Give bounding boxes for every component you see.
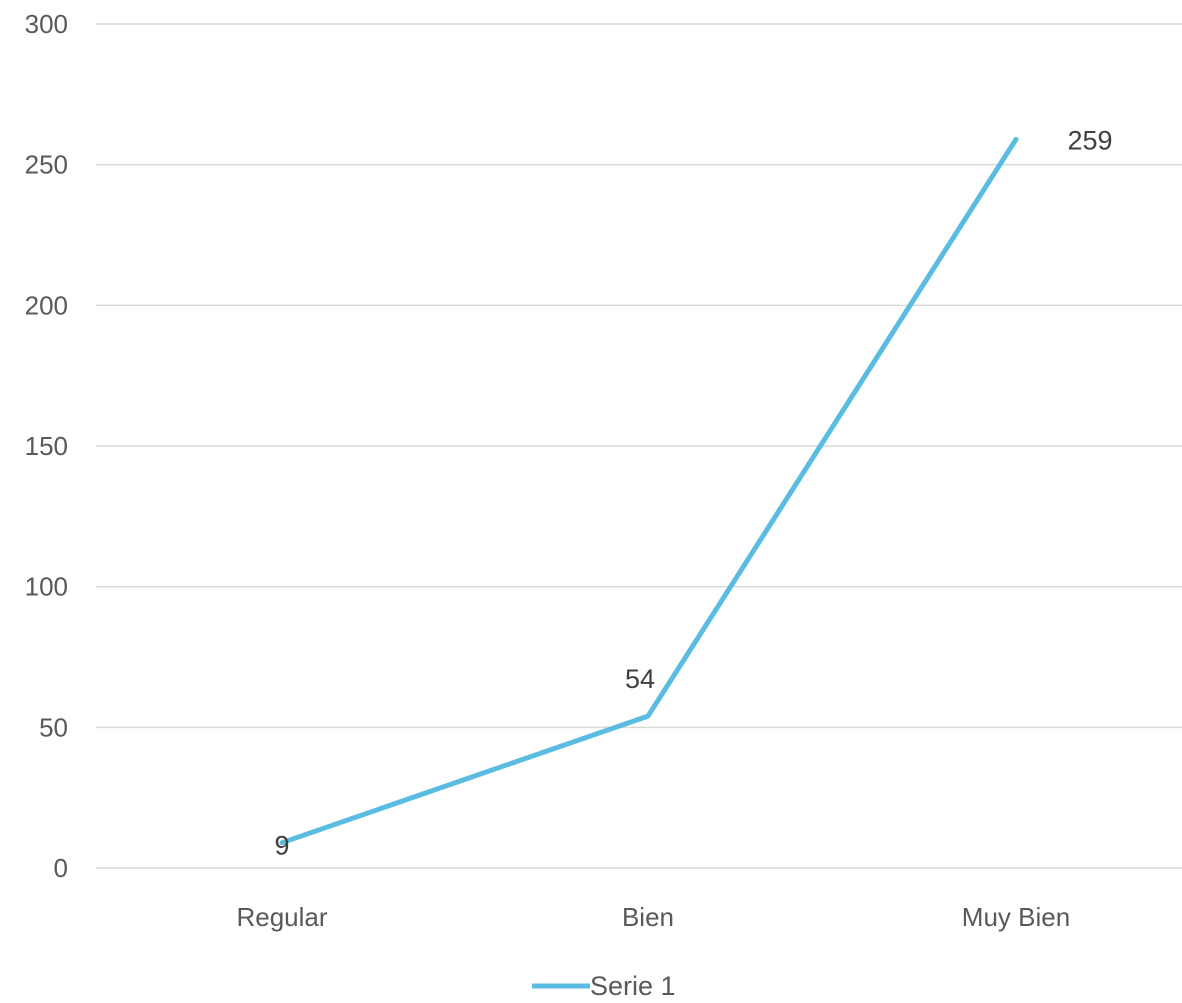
- legend-label-serie-1: Serie 1: [590, 971, 676, 1001]
- legend: Serie 1: [532, 971, 676, 1001]
- x-tick-label: Regular: [236, 902, 327, 932]
- y-tick-label: 0: [54, 853, 68, 883]
- y-tick-label: 50: [39, 712, 68, 742]
- x-axis-tick-labels: Regular Bien Muy Bien: [236, 902, 1070, 932]
- data-label: 259: [1067, 125, 1112, 155]
- y-tick-label: 200: [25, 290, 68, 320]
- series-lines: [279, 136, 1019, 846]
- y-tick-label: 300: [25, 9, 68, 39]
- data-labels: 9 54 259: [274, 125, 1112, 860]
- x-tick-label: Muy Bien: [962, 902, 1070, 932]
- y-axis-tick-labels: 0 50 100 150 200 250 300: [25, 9, 68, 883]
- data-label: 9: [274, 831, 289, 861]
- y-tick-label: 150: [25, 431, 68, 461]
- data-label: 54: [625, 664, 655, 694]
- gridlines: [96, 23, 1182, 869]
- y-tick-label: 250: [25, 150, 68, 180]
- y-tick-label: 100: [25, 572, 68, 602]
- x-tick-label: Bien: [622, 902, 674, 932]
- series-line-serie-1: [279, 136, 1019, 846]
